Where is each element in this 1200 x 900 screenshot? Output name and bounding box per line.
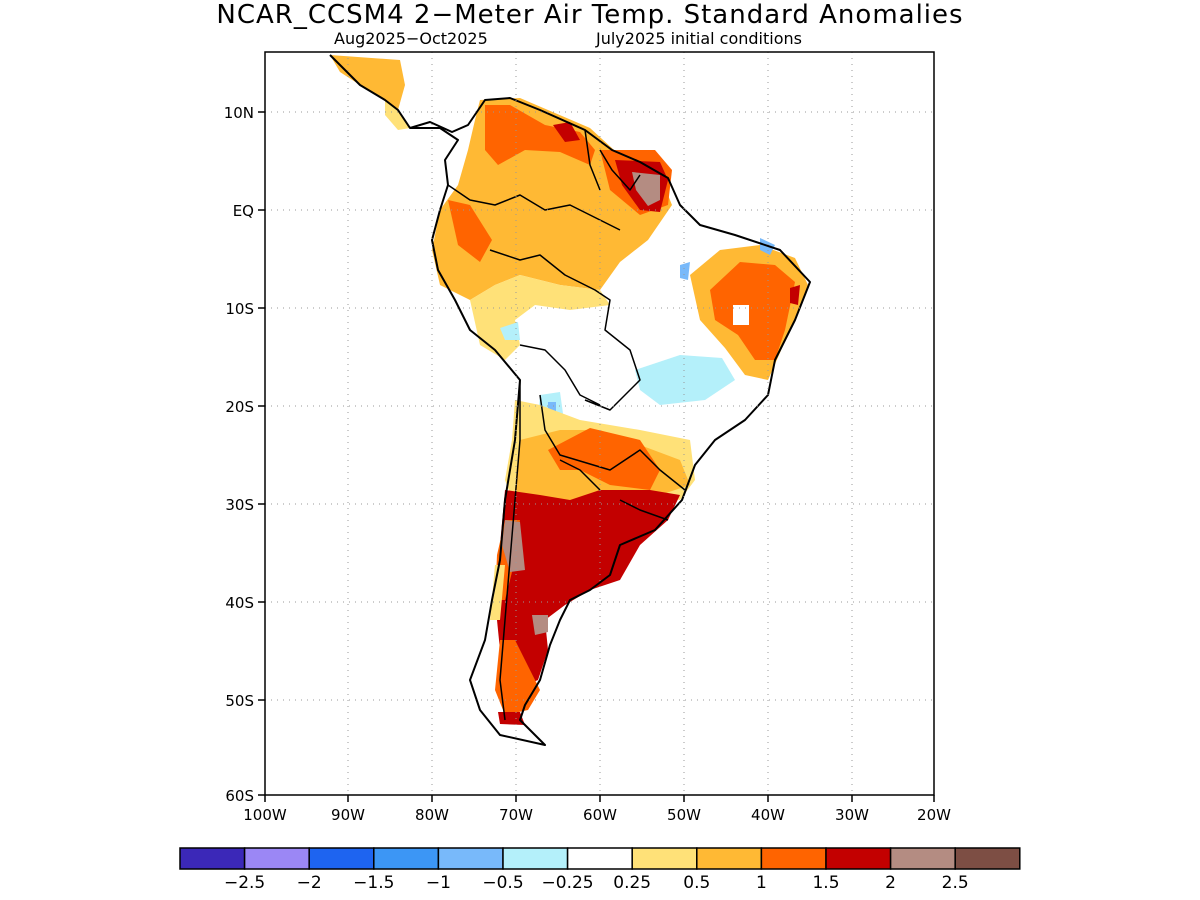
colorbar-label: −2 bbox=[297, 873, 322, 893]
colorbar-swatch bbox=[760, 847, 827, 870]
lon-label: 30W bbox=[835, 806, 869, 824]
colorbar-swatch bbox=[696, 847, 763, 870]
colorbar-label: 0.5 bbox=[683, 873, 710, 893]
colorbar-label: 1.5 bbox=[812, 873, 839, 893]
lat-label: EQ bbox=[233, 202, 254, 220]
colorbar-label: 2.5 bbox=[942, 873, 969, 893]
colorbar-swatch bbox=[179, 847, 246, 870]
patagonia-extreme bbox=[532, 615, 548, 635]
initial-conditions: July2025 initial conditions bbox=[596, 29, 802, 48]
colombia-orange bbox=[448, 200, 492, 262]
lon-label: 100W bbox=[243, 806, 287, 824]
chile-weak bbox=[490, 565, 505, 620]
ne-brazil-white-cell bbox=[733, 305, 749, 325]
colorbar-swatch bbox=[243, 847, 310, 870]
colorbar-swatch bbox=[502, 847, 569, 870]
colorbar-swatch bbox=[954, 847, 1021, 870]
central-america-warm bbox=[330, 55, 405, 110]
colorbar-label: −0.25 bbox=[542, 873, 594, 893]
colorbar-swatch bbox=[373, 847, 440, 870]
colorbar-label: −0.5 bbox=[482, 873, 523, 893]
colorbar-label: −2.5 bbox=[224, 873, 265, 893]
colorbar-label: 1 bbox=[756, 873, 767, 893]
chart-title: NCAR_CCSM4 2−Meter Air Temp. Standard An… bbox=[216, 0, 964, 30]
lat-label: 10S bbox=[225, 300, 254, 318]
colorbar-swatch bbox=[308, 847, 375, 870]
lon-label: 70W bbox=[499, 806, 533, 824]
colorbar-label: 2 bbox=[885, 873, 896, 893]
guiana-extreme bbox=[632, 172, 660, 206]
amazon-blue bbox=[680, 262, 690, 280]
andes-extreme bbox=[502, 520, 525, 572]
ne-brazil-orange bbox=[710, 262, 795, 360]
lon-label: 90W bbox=[331, 806, 365, 824]
longitude-labels: 100W 90W 80W 70W 60W 50W 40W 30W 20W bbox=[243, 806, 951, 824]
lon-label: 20W bbox=[917, 806, 951, 824]
patagonia-orange bbox=[495, 640, 540, 715]
central-america-weak bbox=[385, 100, 410, 130]
peru-cool bbox=[500, 322, 520, 340]
country-borders bbox=[447, 129, 686, 721]
lat-label: 50S bbox=[225, 692, 254, 710]
lon-label: 40W bbox=[751, 806, 785, 824]
colorbar-swatch bbox=[825, 847, 892, 870]
colorbar-swatch bbox=[566, 847, 633, 870]
central-brazil-cool bbox=[635, 355, 735, 405]
lon-label: 80W bbox=[415, 806, 449, 824]
lon-label: 50W bbox=[667, 806, 701, 824]
paraguay-orange bbox=[548, 428, 660, 490]
lat-label: 30S bbox=[225, 496, 254, 514]
colorbar-swatch bbox=[631, 847, 698, 870]
south-america-coastline bbox=[329, 54, 811, 746]
colorbar-swatch bbox=[437, 847, 504, 870]
colorbar: −2.5 −2 −1.5 −1 −0.5 −0.25 0.25 0.5 1 1.5 2 2.5 bbox=[179, 847, 1021, 893]
colorbar-label: −1.5 bbox=[353, 873, 394, 893]
lat-label: 20S bbox=[225, 398, 254, 416]
colorbar-label: −1 bbox=[426, 873, 451, 893]
coastlines-and-borders bbox=[329, 54, 811, 746]
north-sa-orange bbox=[485, 105, 595, 165]
axis-ticks bbox=[258, 111, 935, 802]
lon-label: 60W bbox=[583, 806, 617, 824]
colorbar-label: 0.25 bbox=[613, 873, 651, 893]
venezuela-red bbox=[553, 122, 580, 142]
ne-brazil-red bbox=[790, 285, 800, 305]
colorbar-swatch bbox=[889, 847, 956, 870]
anomaly-fields bbox=[330, 55, 808, 725]
lat-label: 10N bbox=[224, 104, 254, 122]
latitude-labels: 10N EQ 10S 20S 30S 40S 50S 60S bbox=[224, 104, 254, 805]
forecast-period: Aug2025−Oct2025 bbox=[334, 29, 488, 48]
lat-label: 60S bbox=[225, 787, 254, 805]
lat-label: 40S bbox=[225, 594, 254, 612]
